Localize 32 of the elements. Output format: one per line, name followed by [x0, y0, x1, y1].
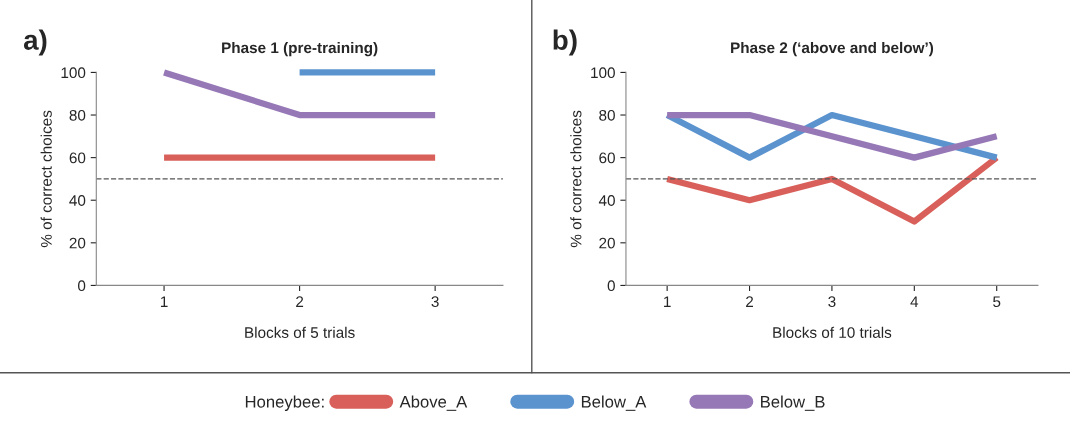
x-tick-label: 4 — [910, 296, 919, 307]
legend-label: Below_A — [581, 395, 647, 411]
legend-title: Honeybee: — [245, 395, 324, 411]
y-tick-label: 60 — [599, 152, 615, 164]
y-tick-label: 20 — [599, 237, 615, 249]
text: a) — [23, 29, 47, 56]
y-axis-title: % of correct choices — [570, 110, 582, 248]
x-tick-label: 1 — [664, 296, 671, 307]
y-tick-label: 100 — [591, 67, 615, 79]
x-tick-label: 3 — [828, 296, 836, 308]
chart-title: Phase 1 (pre-training) — [222, 41, 378, 57]
y-tick-label: 60 — [69, 152, 86, 164]
y-tick-label: 20 — [69, 237, 86, 249]
legend-label: Below_B — [761, 395, 825, 411]
y-tick-label: 100 — [61, 67, 86, 79]
y-axis-title: % of correct choices — [40, 110, 52, 248]
x-axis-title: Blocks of 5 trials — [245, 326, 355, 338]
text: b) — [553, 29, 577, 56]
y-tick-label: 0 — [77, 280, 86, 292]
y-tick-label: 0 — [607, 280, 615, 292]
y-tick-label: 40 — [69, 195, 86, 206]
x-axis-title: Blocks of 10 trials — [773, 326, 892, 338]
x-tick-label: 2 — [296, 296, 304, 307]
legend-label: Above_A — [399, 395, 468, 411]
x-tick-label: 2 — [746, 296, 754, 307]
y-tick-label: 40 — [598, 195, 615, 206]
chart-title: Phase 2 (‘above and below’) — [731, 41, 934, 57]
x-tick-label: 3 — [431, 296, 439, 308]
y-tick-label: 80 — [599, 109, 615, 121]
y-tick-label: 80 — [69, 109, 86, 121]
x-tick-label: 5 — [993, 296, 1001, 308]
x-tick-label: 1 — [160, 296, 168, 307]
